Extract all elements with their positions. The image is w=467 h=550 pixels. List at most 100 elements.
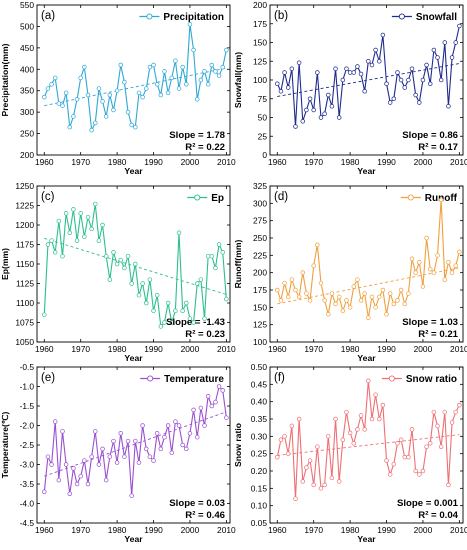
data-point — [169, 320, 174, 325]
data-point — [147, 277, 153, 282]
data-point — [85, 481, 91, 487]
data-point — [409, 427, 415, 432]
panel-2: 0 25 50 75 100 125 150 175 200 1960 1970 1980 1990 20… — [233, 0, 467, 176]
data-point — [129, 493, 134, 498]
data-point — [63, 211, 69, 216]
data-point — [114, 88, 120, 93]
data-point — [457, 402, 462, 408]
y-axis-label: Snowfall(mm) — [233, 52, 243, 108]
data-point — [118, 431, 124, 436]
data-point — [162, 434, 167, 440]
data-point — [318, 486, 324, 491]
data-point — [293, 124, 298, 129]
data-point — [56, 477, 62, 483]
data-point — [151, 308, 156, 314]
data-point — [420, 284, 426, 289]
data-point — [111, 250, 116, 255]
data-point — [52, 419, 58, 424]
data-point — [56, 101, 62, 106]
x-axis-label: Year — [124, 353, 143, 363]
x-axis-label: Year — [357, 166, 376, 176]
data-point — [133, 261, 138, 267]
data-point — [275, 454, 280, 460]
data-point — [52, 250, 58, 255]
slope-label: Slope = 1.78 — [169, 130, 225, 141]
x-tick-label: 2000 — [181, 157, 200, 167]
x-tick-label: 2000 — [414, 344, 433, 354]
data-point — [307, 96, 313, 101]
data-point — [107, 277, 113, 282]
data-point — [293, 496, 298, 501]
panel-label: (f) — [274, 372, 285, 384]
y-tick-label: 550 — [20, 0, 34, 10]
data-point — [333, 416, 338, 422]
data-point — [406, 291, 411, 296]
data-point — [224, 296, 229, 302]
panel-1: 200 250 300 350 400 450 500 550 1960 1970 1980 1990… — [0, 0, 236, 176]
data-point — [304, 465, 309, 470]
y-tick-label: 0.25 — [251, 449, 268, 459]
legend-marker — [388, 375, 395, 382]
data-point — [376, 294, 382, 300]
data-point — [158, 92, 164, 98]
data-point — [340, 308, 346, 314]
data-point — [151, 458, 156, 463]
y-tick-label: 25 — [258, 131, 268, 141]
data-point — [194, 434, 200, 440]
y-axis-label: Runoff(mm) — [233, 240, 243, 289]
data-point — [380, 402, 386, 408]
data-point — [71, 207, 76, 212]
data-point — [143, 300, 149, 306]
data-point — [56, 218, 62, 224]
data-point — [49, 82, 54, 87]
series-line — [276, 25, 460, 128]
data-point — [362, 427, 367, 432]
legend-label: Ep — [211, 193, 224, 204]
data-point — [322, 298, 327, 303]
y-tick-label: -2.0 — [20, 421, 35, 431]
data-point — [300, 118, 306, 124]
data-point — [318, 280, 324, 286]
data-point — [431, 409, 437, 415]
data-point — [347, 70, 353, 75]
x-tick-label: 1980 — [341, 344, 360, 354]
data-point — [114, 261, 120, 267]
legend-marker — [407, 194, 414, 201]
data-point — [369, 294, 375, 300]
data-point — [122, 454, 127, 459]
data-point — [384, 312, 389, 317]
data-point — [176, 230, 182, 236]
data-point — [413, 270, 418, 275]
data-point — [151, 62, 156, 68]
data-point — [42, 489, 47, 495]
y-tick-label: 350 — [20, 86, 34, 96]
data-point — [194, 97, 200, 102]
y-tick-label: 400 — [20, 64, 34, 74]
data-point — [184, 446, 189, 452]
data-point — [384, 81, 389, 86]
data-point — [449, 55, 455, 60]
data-point — [336, 294, 342, 300]
y-axis-label: Ep(mm) — [0, 248, 10, 280]
data-point — [198, 405, 204, 411]
data-point — [315, 70, 320, 75]
data-point — [180, 442, 185, 448]
y-tick-label: 200 — [253, 268, 267, 278]
y-tick-label: 200 — [20, 150, 34, 160]
data-point — [191, 47, 196, 53]
y-tick-label: 75 — [258, 94, 268, 104]
y-tick-label: 0.45 — [251, 379, 268, 389]
x-tick-label: 1990 — [144, 344, 163, 354]
data-point — [133, 438, 138, 444]
data-point — [187, 431, 193, 436]
data-point — [307, 298, 313, 303]
x-tick-label: 2000 — [181, 525, 200, 535]
data-point — [391, 301, 397, 307]
data-point — [85, 92, 91, 98]
y-tick-label: -4.0 — [20, 499, 35, 509]
panel-label: (a) — [41, 10, 55, 22]
x-tick-label: 1990 — [377, 157, 396, 167]
data-point — [282, 280, 287, 286]
data-point — [49, 238, 54, 243]
data-point — [446, 103, 451, 109]
